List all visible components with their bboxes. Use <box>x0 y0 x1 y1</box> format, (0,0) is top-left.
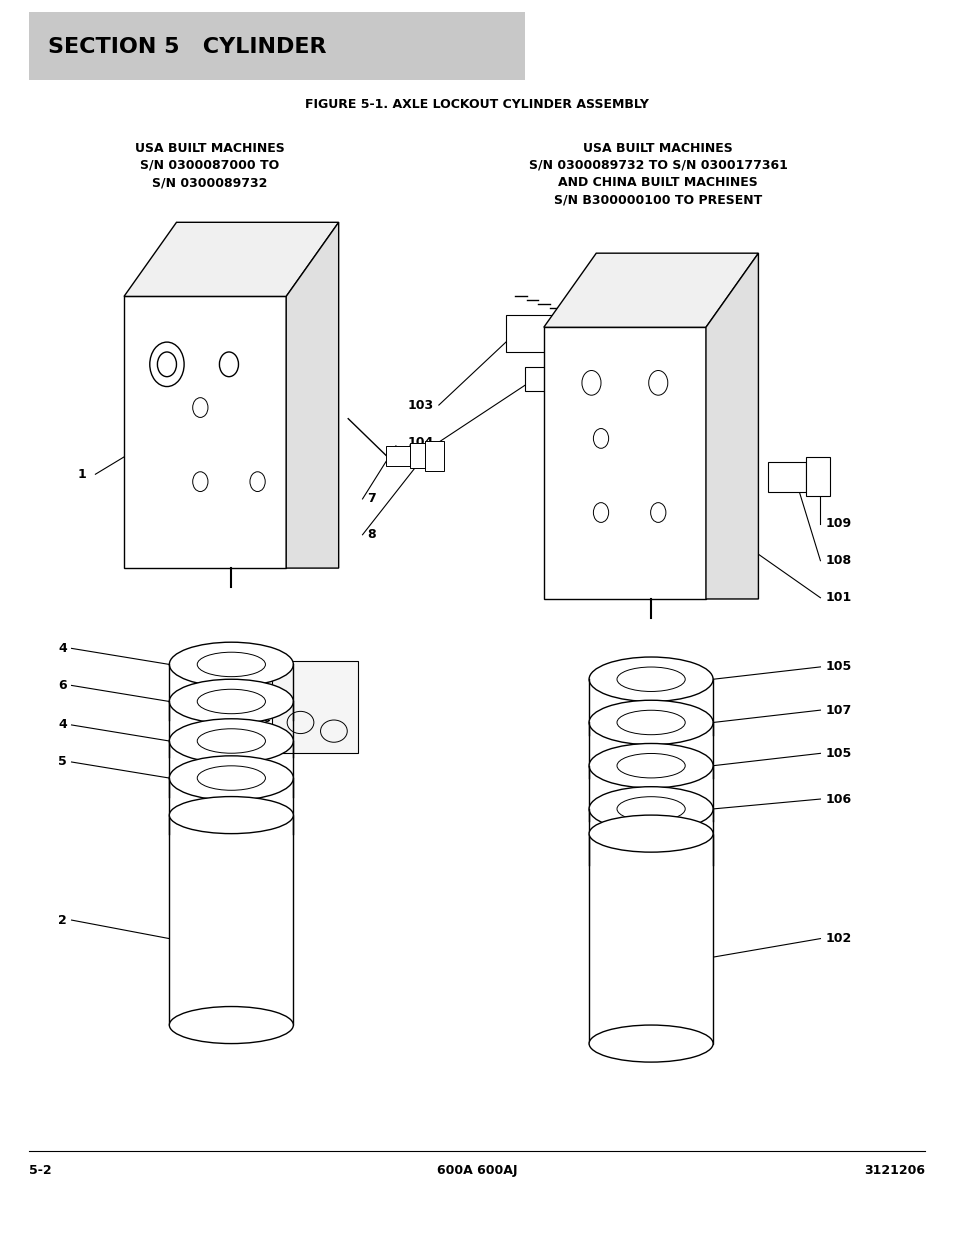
Bar <box>170 815 294 1025</box>
Ellipse shape <box>197 729 265 753</box>
Circle shape <box>581 370 600 395</box>
Bar <box>588 834 712 1044</box>
Bar <box>588 701 712 735</box>
Circle shape <box>193 472 208 492</box>
Text: 3121206: 3121206 <box>863 1165 924 1177</box>
Ellipse shape <box>170 719 294 763</box>
Text: 104: 104 <box>407 436 434 448</box>
Ellipse shape <box>588 787 712 831</box>
Bar <box>170 800 294 834</box>
Polygon shape <box>124 222 338 296</box>
Text: 1: 1 <box>77 468 86 480</box>
Ellipse shape <box>617 667 684 692</box>
Bar <box>410 443 424 468</box>
FancyBboxPatch shape <box>272 661 357 753</box>
Text: USA BUILT MACHINES: USA BUILT MACHINES <box>583 142 732 154</box>
Ellipse shape <box>588 743 712 788</box>
Text: 10: 10 <box>255 695 272 708</box>
Bar <box>805 457 829 496</box>
Ellipse shape <box>197 766 265 790</box>
FancyBboxPatch shape <box>29 12 524 80</box>
Ellipse shape <box>170 797 294 834</box>
Bar <box>386 446 410 466</box>
Text: 102: 102 <box>824 932 851 945</box>
Text: 5: 5 <box>58 756 67 768</box>
Ellipse shape <box>170 679 294 724</box>
Text: USA BUILT MACHINES: USA BUILT MACHINES <box>135 142 284 154</box>
Circle shape <box>650 503 665 522</box>
Bar <box>588 788 712 821</box>
Bar <box>424 441 443 471</box>
Bar <box>124 296 286 568</box>
Circle shape <box>193 398 208 417</box>
Text: S/N 0300089732: S/N 0300089732 <box>152 177 267 189</box>
Text: 6: 6 <box>58 679 67 692</box>
Text: 7: 7 <box>367 493 375 505</box>
Bar <box>505 315 586 352</box>
Polygon shape <box>705 253 758 599</box>
Bar <box>170 687 294 720</box>
Ellipse shape <box>588 700 712 745</box>
Text: S/N 0300087000 TO: S/N 0300087000 TO <box>140 159 279 172</box>
Text: S/N B300000100 TO PRESENT: S/N B300000100 TO PRESENT <box>554 194 761 206</box>
Ellipse shape <box>197 689 265 714</box>
Text: AND CHINA BUILT MACHINES: AND CHINA BUILT MACHINES <box>558 177 758 189</box>
Polygon shape <box>286 222 338 568</box>
Ellipse shape <box>588 657 712 701</box>
Bar <box>543 327 705 599</box>
Bar <box>588 745 712 778</box>
Ellipse shape <box>617 753 684 778</box>
Circle shape <box>593 429 608 448</box>
Ellipse shape <box>588 815 712 852</box>
Bar <box>524 367 639 391</box>
Polygon shape <box>543 253 758 327</box>
Text: 105: 105 <box>824 747 851 760</box>
Ellipse shape <box>588 1025 712 1062</box>
Bar <box>767 462 805 492</box>
Bar <box>170 763 294 797</box>
Ellipse shape <box>617 710 684 735</box>
Text: S/N 0300089732 TO S/N 0300177361: S/N 0300089732 TO S/N 0300177361 <box>528 159 787 172</box>
Text: SECTION 5   CYLINDER: SECTION 5 CYLINDER <box>48 37 326 57</box>
Ellipse shape <box>170 1007 294 1044</box>
Circle shape <box>219 352 238 377</box>
Text: 101: 101 <box>824 592 851 604</box>
Text: 5-2: 5-2 <box>29 1165 51 1177</box>
Text: 106: 106 <box>824 793 850 805</box>
Text: 4: 4 <box>58 719 67 731</box>
Ellipse shape <box>197 652 265 677</box>
Text: 107: 107 <box>824 704 851 716</box>
Circle shape <box>648 370 667 395</box>
Bar <box>588 831 712 864</box>
Text: FIGURE 5-1. AXLE LOCKOUT CYLINDER ASSEMBLY: FIGURE 5-1. AXLE LOCKOUT CYLINDER ASSEMB… <box>305 99 648 111</box>
Text: 103: 103 <box>408 399 434 411</box>
Text: 109: 109 <box>824 517 850 530</box>
Text: 108: 108 <box>824 555 850 567</box>
Text: 4: 4 <box>58 642 67 655</box>
Text: 600A 600AJ: 600A 600AJ <box>436 1165 517 1177</box>
Circle shape <box>593 503 608 522</box>
Text: 105: 105 <box>824 661 851 673</box>
Circle shape <box>150 342 184 387</box>
Text: 110: 110 <box>247 713 272 725</box>
Text: 2: 2 <box>58 914 67 926</box>
Text: 8: 8 <box>367 529 375 541</box>
Bar <box>170 724 294 757</box>
Ellipse shape <box>170 756 294 800</box>
Ellipse shape <box>617 797 684 821</box>
Circle shape <box>157 352 176 377</box>
Circle shape <box>250 472 265 492</box>
Ellipse shape <box>170 642 294 687</box>
